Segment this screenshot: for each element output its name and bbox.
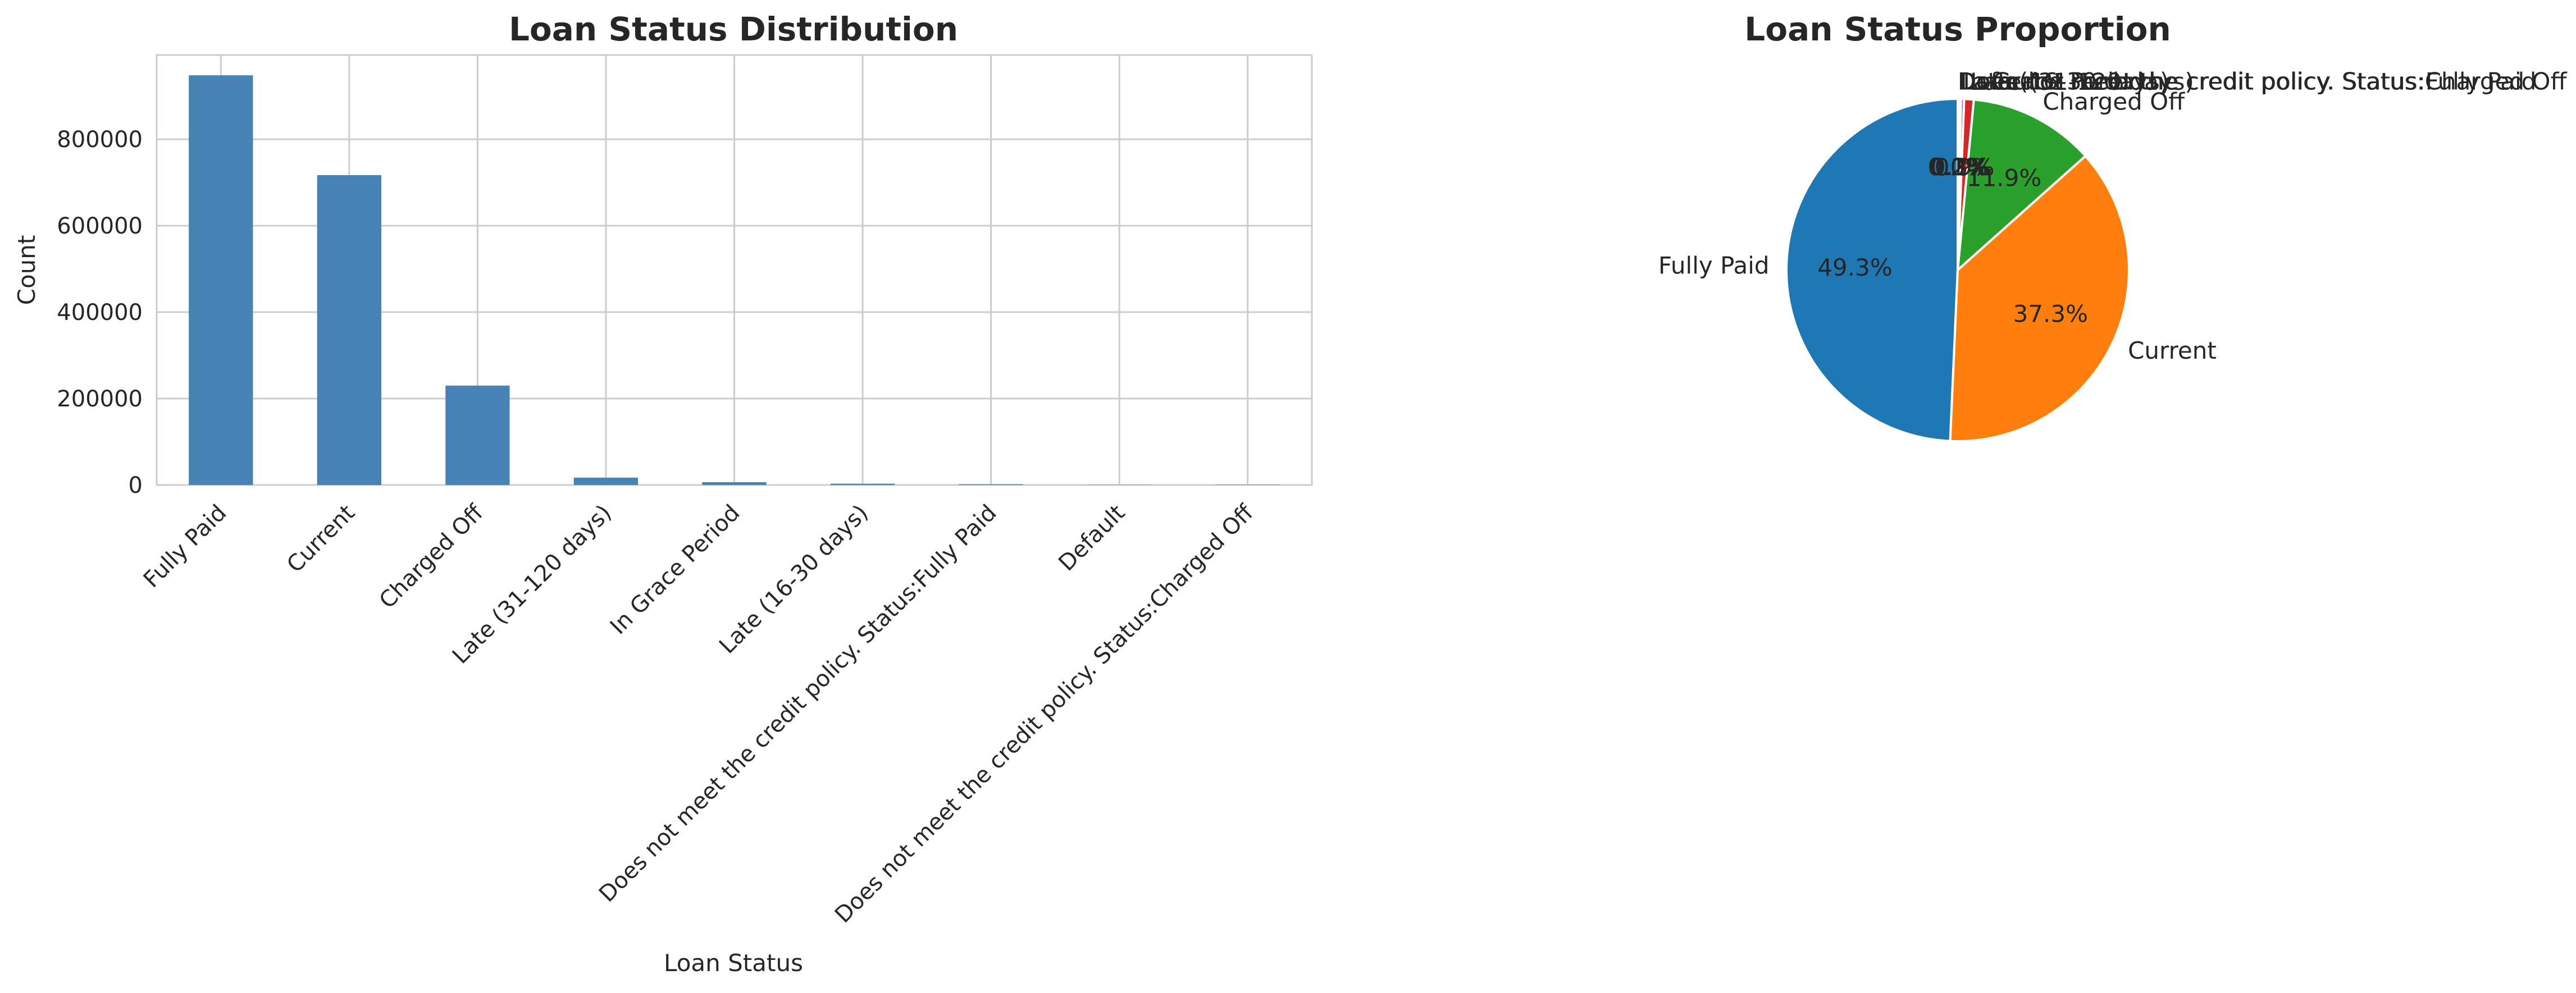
- bar: [317, 175, 381, 486]
- pie-label: Late (31-120 days): [1970, 68, 2194, 95]
- bar: [573, 477, 639, 485]
- y-axis-label: Count: [13, 235, 40, 305]
- pie-percent-label: 49.3%: [1817, 254, 1892, 281]
- bar-chart: Loan Status Distribution 0 200000 400000 60…: [13, 10, 1313, 977]
- bar: [959, 484, 1023, 485]
- y-tick-label: 200000: [57, 386, 143, 412]
- pie-slice: [1956, 98, 2087, 273]
- pie-percent-label: 0.9%: [1935, 153, 1995, 181]
- pie-percent-label: 0.0%: [1928, 153, 1988, 181]
- pie-slice: [1957, 97, 1960, 271]
- y-tick-label: 0: [129, 473, 143, 498]
- bar-chart-title: Loan Status Distribution: [509, 10, 958, 48]
- x-tick-label: Charged Off: [375, 500, 489, 614]
- x-tick-label: Default: [1054, 500, 1130, 576]
- pie-slice: [1785, 97, 1959, 442]
- bar: [830, 483, 895, 485]
- pie-slices: [1785, 97, 2130, 442]
- pie-percent-label: 37.3%: [2013, 300, 2088, 327]
- pie-slice: [1949, 154, 2130, 442]
- bar: [702, 482, 767, 485]
- bar: [189, 75, 253, 485]
- x-tick-label: In Grace Period: [605, 500, 745, 640]
- x-tick-label: Fully Paid: [139, 500, 232, 593]
- y-tick-labels: 0 200000 400000 600000 800000: [57, 127, 143, 498]
- pie-label: Fully Paid: [1658, 252, 1770, 280]
- y-tick-label: 600000: [57, 213, 143, 239]
- pie-label: Does not meet the credit policy. Status:…: [1958, 68, 2567, 95]
- pie-percent-label: 0.3%: [1931, 153, 1991, 181]
- bar: [1215, 484, 1280, 485]
- pie-label: Default: [1958, 68, 2044, 95]
- pie-label: Charged Off: [2042, 88, 2185, 116]
- bar: [445, 385, 510, 485]
- x-tick-label: Does not meet the credit policy. Status:…: [830, 500, 1259, 928]
- y-tick-label: 400000: [57, 300, 143, 326]
- pie-chart: Loan Status Proportion Fully Paid Current…: [1658, 10, 2567, 442]
- pie-percent-label: 11.9%: [1967, 164, 2041, 192]
- pie-percent-labels: 49.3%37.3%11.9%0.9%0.3%0.2%0.1%0.0%0.0%: [1817, 153, 2088, 327]
- pie-label: Current: [2128, 337, 2217, 364]
- y-tick-label: 800000: [57, 127, 143, 153]
- pie-percent-label: 0.0%: [1928, 153, 1988, 181]
- pie-label: Late (16-30 days): [1960, 68, 2169, 95]
- bar-series: [189, 75, 1280, 486]
- x-axis-label: Loan Status: [664, 949, 803, 977]
- pie-percent-label: 0.2%: [1929, 153, 1989, 181]
- pie-label: In Grace Period: [1963, 68, 2143, 95]
- pie-chart-title: Loan Status Proportion: [1744, 10, 2171, 48]
- pie-label: Does not meet the credit policy. Status:…: [1958, 68, 2536, 95]
- x-tick-label: Current: [282, 500, 360, 578]
- pie-percent-label: 0.1%: [1928, 153, 1988, 181]
